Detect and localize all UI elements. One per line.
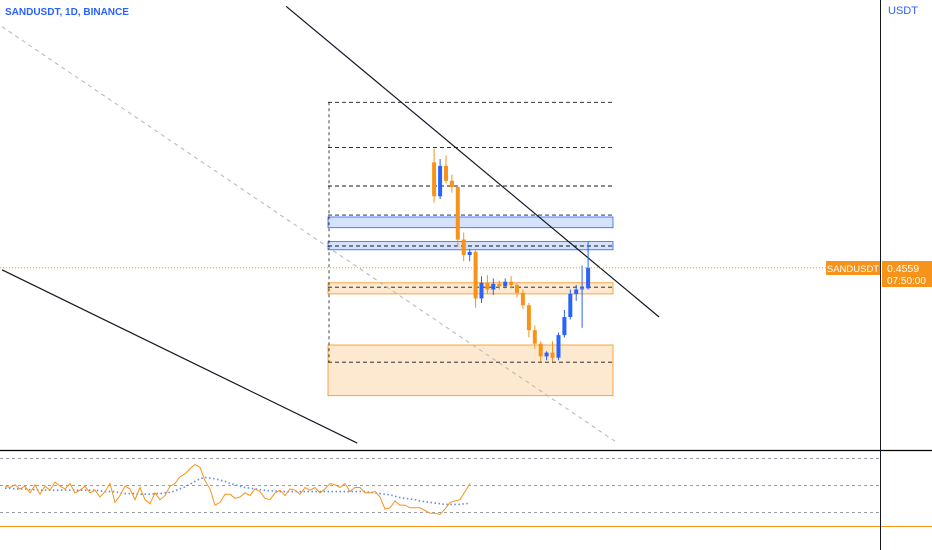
candle-body [532, 330, 537, 344]
candle-body [556, 335, 561, 358]
candle-body [515, 285, 519, 293]
support-zone [327, 282, 614, 295]
candle-body [444, 165, 448, 181]
support-zone [327, 344, 614, 397]
candle-body [509, 281, 514, 285]
candle-body [520, 292, 525, 306]
solid-trendline [1, 269, 358, 444]
price-badge-countdown: 07:50:00 [887, 276, 926, 287]
candle-body [432, 162, 437, 197]
solid-trendline [285, 5, 660, 318]
candle-body [526, 305, 531, 331]
fibonacci-retracement[interactable] [328, 101, 613, 363]
price-badge [882, 261, 932, 287]
candle-body [455, 187, 460, 240]
candle-body [485, 282, 490, 290]
candle-body [550, 352, 555, 358]
rsi-ma-line [5, 476, 471, 506]
symbol-badge-label: SANDUSDT [827, 264, 879, 275]
candle-body [497, 283, 502, 287]
candle-body [580, 288, 585, 290]
symbol-title[interactable]: SANDUSDT, 1D, BINANCE [5, 7, 129, 18]
rsi-indicator[interactable] [0, 458, 880, 516]
symbol-badge [826, 261, 880, 275]
candle-body [491, 283, 496, 290]
candle-body [574, 289, 579, 294]
rsi-line [4, 464, 471, 516]
candle-body [544, 352, 549, 357]
current-price-badge: SANDUSDT 0.4559 07:50:00 [826, 261, 932, 287]
candle-body [586, 267, 591, 289]
price-badge-value: 0.4559 [887, 263, 919, 275]
trendlines[interactable] [1, 5, 660, 444]
candle-body [479, 282, 484, 299]
candle-body [562, 317, 567, 336]
candle-body [438, 165, 443, 197]
resistance-zone [327, 216, 614, 229]
candles [432, 148, 591, 362]
candle-body [467, 251, 472, 255]
candle-body [461, 239, 466, 255]
currency-label: USDT [888, 5, 918, 17]
dashed-trendline [1, 26, 618, 444]
candle-body [473, 251, 478, 299]
candle-body [568, 293, 573, 317]
candle-body [538, 343, 543, 357]
candle-body [503, 281, 508, 287]
candle-body [449, 180, 454, 188]
